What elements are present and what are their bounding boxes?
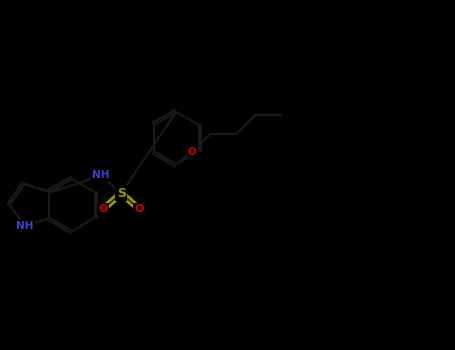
Text: S: S	[116, 187, 126, 199]
Text: O: O	[98, 204, 108, 214]
Text: O: O	[135, 204, 144, 214]
Text: O: O	[188, 147, 197, 157]
Text: NH: NH	[92, 170, 110, 180]
Text: NH: NH	[16, 221, 34, 231]
